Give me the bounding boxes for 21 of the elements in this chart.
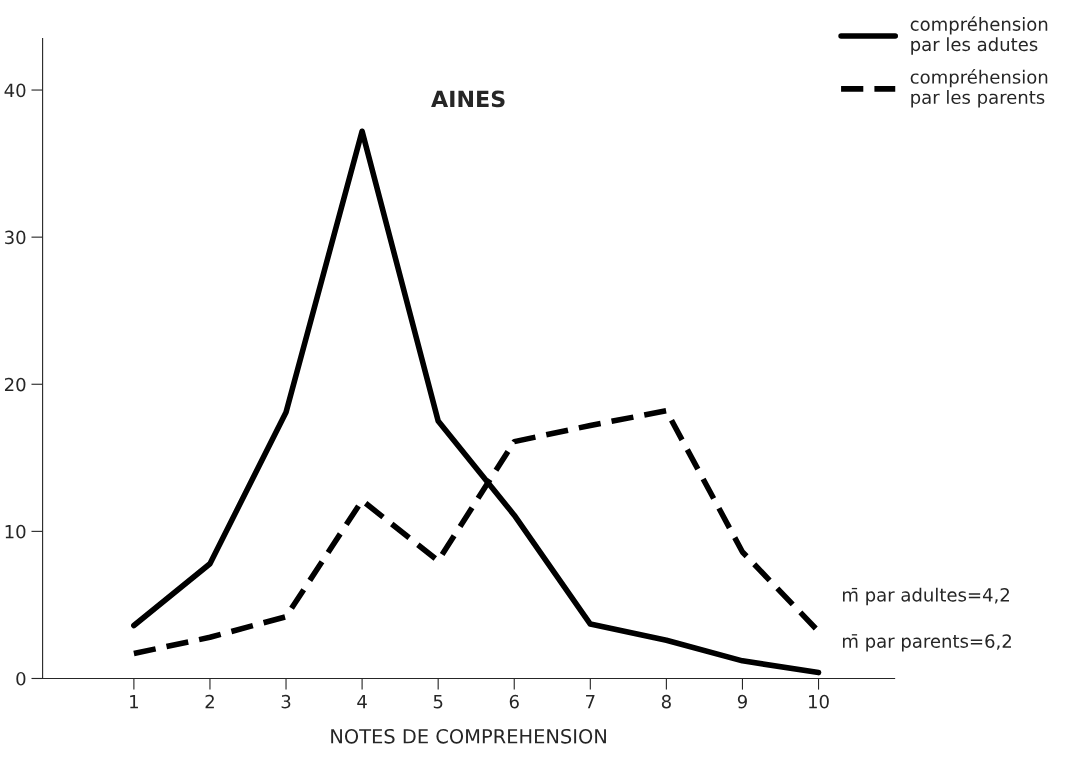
x-tick-label: 6 bbox=[509, 694, 519, 709]
y-tick-label: 20 bbox=[4, 377, 26, 392]
text: AINES bbox=[431, 90, 505, 108]
y-tick-label: 40 bbox=[4, 83, 26, 98]
x-tick-label: 9 bbox=[737, 694, 747, 709]
x-tick-label: 3 bbox=[281, 694, 291, 709]
legend-label: compréhension par les parents bbox=[910, 69, 1048, 108]
annotation: m̄ par parents=6,2 bbox=[842, 634, 1011, 652]
x-tick-label: 2 bbox=[205, 694, 214, 709]
x-tick-label: 1 bbox=[130, 695, 138, 709]
x-tick-label: 4 bbox=[357, 695, 367, 709]
y-tick-label: 10 bbox=[5, 524, 26, 539]
y-tick-label: 30 bbox=[5, 230, 26, 245]
x-tick-label: 5 bbox=[433, 695, 443, 709]
legend-label: compréhension par les adutes bbox=[910, 16, 1048, 55]
x-tick-label: 8 bbox=[661, 694, 671, 709]
y-tick-label: 0 bbox=[16, 671, 26, 686]
x-tick-label: 7 bbox=[586, 695, 595, 709]
annotation: m̄ par adultes=4,2 bbox=[842, 587, 1009, 606]
x-tick-label: 10 bbox=[809, 694, 829, 709]
x-axis-title: NOTES DE COMPREHENSION bbox=[331, 728, 606, 744]
